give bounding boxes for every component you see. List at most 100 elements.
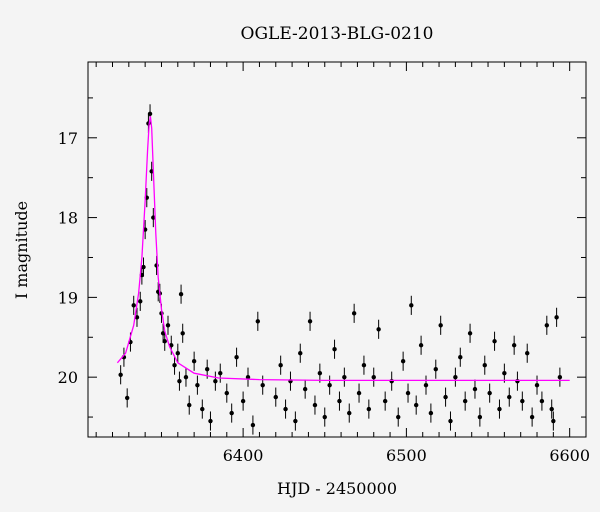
data-point [356, 390, 362, 396]
data-point [200, 406, 205, 412]
data-point [376, 327, 381, 332]
data-point [178, 291, 184, 297]
data-point [418, 343, 424, 348]
chart-title: OGLE-2013-BLG-0210 [241, 24, 434, 44]
data-point [557, 374, 563, 380]
axis-ticks: 6400 6500 6600 17 18 19 20 [58, 62, 590, 465]
data-point [382, 398, 388, 404]
data-point [409, 303, 414, 308]
data-point [278, 362, 283, 368]
data-point [448, 418, 453, 424]
data-point [539, 398, 545, 404]
data-point [255, 319, 261, 324]
data-point [322, 414, 327, 420]
data-point [307, 319, 313, 324]
data-point [482, 362, 487, 368]
data-point [283, 406, 288, 412]
data-point [195, 382, 200, 388]
x-tick-label: 6400 [223, 446, 264, 465]
data-point [327, 382, 332, 388]
data-point [520, 398, 525, 404]
data-point [423, 382, 429, 388]
data-point [213, 378, 218, 384]
data-point [405, 390, 411, 396]
data-point [165, 323, 171, 328]
data-point [245, 374, 251, 380]
data-point [549, 406, 554, 412]
data-point [218, 370, 223, 376]
data-point [337, 398, 342, 404]
data-point [443, 394, 448, 400]
data-point [118, 372, 123, 377]
data-point [229, 410, 234, 416]
data-point [124, 395, 130, 401]
data-point [507, 394, 512, 400]
data-point [515, 378, 520, 384]
data-point [342, 374, 347, 380]
data-point [433, 366, 438, 372]
data-point [250, 422, 256, 428]
data-point [366, 406, 372, 412]
data-point [162, 339, 167, 344]
data-point [529, 414, 535, 420]
data-point [400, 359, 406, 364]
data-point [525, 351, 530, 356]
data-point [347, 410, 352, 416]
y-tick-label: 18 [58, 209, 78, 228]
model-curve [116, 116, 570, 382]
y-tick-label: 17 [58, 129, 78, 148]
data-point [332, 347, 337, 352]
data-point [487, 390, 492, 396]
data-point [472, 386, 478, 392]
x-tick-label: 6500 [386, 446, 427, 465]
data-point [273, 394, 278, 400]
y-tick-label: 20 [58, 368, 78, 387]
data-point [351, 311, 357, 316]
data-point [134, 315, 140, 320]
data-point [453, 374, 458, 380]
data-point [462, 398, 468, 404]
data-point [554, 315, 559, 320]
data-point [361, 362, 367, 368]
data-point [204, 366, 210, 372]
data-point [172, 362, 177, 368]
data-point [534, 382, 540, 388]
data-point [413, 402, 419, 408]
data-point [151, 215, 156, 220]
data-point [497, 406, 502, 412]
data-point [302, 386, 308, 392]
data-point [467, 331, 473, 336]
data-point [312, 402, 318, 408]
data-point [175, 351, 181, 356]
data-point [298, 351, 303, 356]
data-point [396, 414, 401, 420]
x-tick-label: 6600 [549, 446, 590, 465]
data-layer [116, 104, 570, 435]
data-point [141, 264, 146, 270]
data-point [371, 374, 376, 380]
data-point [224, 390, 229, 396]
data-point [169, 343, 174, 348]
data-point [183, 374, 189, 380]
data-point [293, 418, 298, 424]
data-point [438, 323, 443, 328]
data-point [160, 331, 166, 336]
data-point [477, 414, 483, 420]
data-point [260, 382, 265, 388]
data-point [180, 331, 185, 336]
y-axis-label: I magnitude [12, 201, 31, 299]
x-axis-label: HJD - 2450000 [277, 479, 397, 498]
data-point [458, 355, 463, 360]
data-point [240, 398, 246, 404]
data-point [551, 418, 556, 424]
data-point [187, 402, 192, 408]
data-point [147, 111, 153, 117]
data-point [544, 323, 550, 328]
data-point [138, 299, 143, 304]
data-point [234, 355, 239, 360]
data-point [511, 343, 517, 348]
y-tick-label: 19 [58, 288, 78, 307]
data-point [428, 410, 434, 416]
data-point [131, 303, 136, 308]
